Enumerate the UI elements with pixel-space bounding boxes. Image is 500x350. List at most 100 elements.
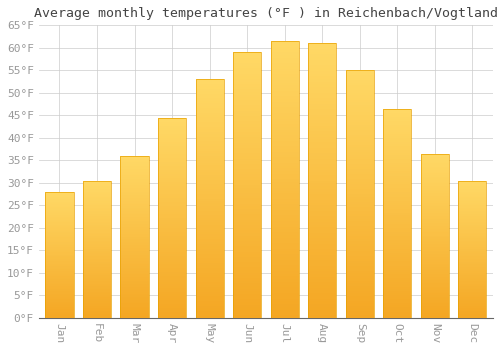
Bar <box>233 214 261 217</box>
Bar <box>270 149 299 152</box>
Bar <box>346 160 374 162</box>
Bar <box>120 290 148 292</box>
Bar <box>83 314 111 315</box>
Bar <box>120 252 148 253</box>
Bar <box>383 257 412 259</box>
Bar <box>196 289 224 292</box>
Bar <box>421 208 449 210</box>
Bar <box>308 134 336 136</box>
Bar <box>458 284 486 285</box>
Bar <box>308 153 336 156</box>
Bar <box>158 154 186 156</box>
Bar <box>421 315 449 316</box>
Bar <box>233 188 261 190</box>
Bar <box>120 268 148 269</box>
Bar <box>421 211 449 213</box>
Bar <box>158 314 186 316</box>
Bar <box>458 295 486 296</box>
Bar <box>83 223 111 225</box>
Bar <box>458 274 486 275</box>
Bar <box>46 280 74 281</box>
Bar <box>196 182 224 184</box>
Title: Average monthly temperatures (°F ) in Reichenbach/Vogtland: Average monthly temperatures (°F ) in Re… <box>34 7 498 20</box>
Bar <box>308 93 336 96</box>
Bar <box>383 285 412 287</box>
Bar <box>158 236 186 238</box>
Bar <box>421 221 449 223</box>
Bar <box>46 206 74 207</box>
Bar <box>308 167 336 170</box>
Bar <box>270 166 299 168</box>
Bar <box>196 98 224 101</box>
Bar <box>458 229 486 230</box>
Bar <box>46 193 74 194</box>
Bar <box>270 130 299 132</box>
Bar <box>346 177 374 179</box>
Bar <box>421 296 449 298</box>
Bar <box>158 204 186 206</box>
Bar <box>270 127 299 130</box>
Bar <box>158 194 186 196</box>
Bar <box>120 297 148 299</box>
Bar <box>83 277 111 278</box>
Bar <box>46 255 74 256</box>
Bar <box>421 160 449 162</box>
Bar <box>308 74 336 76</box>
Bar <box>458 246 486 248</box>
Bar <box>120 313 148 315</box>
Bar <box>46 233 74 235</box>
Bar <box>83 316 111 318</box>
Bar <box>196 168 224 170</box>
Bar <box>421 244 449 246</box>
Bar <box>346 117 374 120</box>
Bar <box>233 302 261 304</box>
Bar <box>120 305 148 307</box>
Bar <box>346 73 374 75</box>
Bar <box>308 106 336 109</box>
Bar <box>233 222 261 225</box>
Bar <box>46 281 74 283</box>
Bar <box>308 131 336 134</box>
Bar <box>196 89 224 91</box>
Bar <box>158 246 186 248</box>
Bar <box>346 78 374 80</box>
Bar <box>458 212 486 214</box>
Bar <box>421 264 449 265</box>
Bar <box>346 296 374 298</box>
Bar <box>46 276 74 278</box>
Bar <box>158 180 186 182</box>
Bar <box>83 256 111 258</box>
Bar <box>120 248 148 250</box>
Bar <box>46 256 74 258</box>
Bar <box>270 232 299 235</box>
Bar <box>120 198 148 200</box>
Bar <box>83 231 111 233</box>
Bar <box>46 213 74 215</box>
Bar <box>233 193 261 196</box>
Bar <box>458 237 486 238</box>
Bar <box>270 188 299 190</box>
Bar <box>270 293 299 296</box>
Bar <box>270 152 299 155</box>
Bar <box>158 222 186 224</box>
Bar <box>83 268 111 270</box>
Bar <box>158 206 186 208</box>
Bar <box>383 184 412 186</box>
Bar <box>196 263 224 265</box>
Bar <box>46 211 74 212</box>
Bar <box>421 301 449 303</box>
Bar <box>346 244 374 246</box>
Bar <box>233 278 261 281</box>
Bar <box>83 225 111 226</box>
Bar <box>308 115 336 118</box>
Bar <box>270 287 299 290</box>
Bar <box>458 240 486 241</box>
Bar <box>383 230 412 232</box>
Bar <box>458 262 486 263</box>
Bar <box>196 151 224 153</box>
Bar <box>233 52 261 318</box>
Bar <box>120 208 148 209</box>
Bar <box>458 198 486 200</box>
Bar <box>270 274 299 276</box>
Bar <box>458 220 486 222</box>
